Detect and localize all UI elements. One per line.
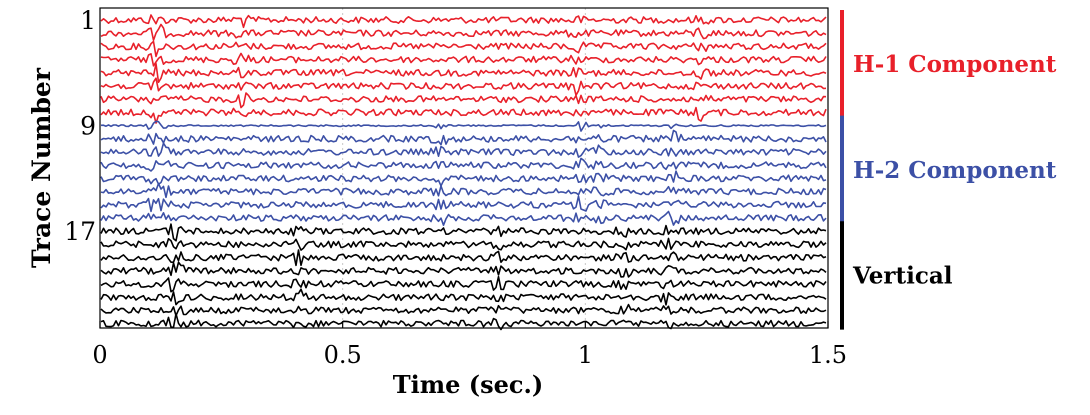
trace-line: [100, 129, 827, 146]
grid-lines: [342, 8, 586, 328]
x-axis-label: Time (sec.): [393, 370, 543, 399]
component-label: H-2 Component: [853, 157, 1057, 184]
trace-line: [100, 157, 827, 172]
trace-line: [100, 237, 827, 251]
y-tick-label: 1: [80, 6, 96, 35]
trace-line: [100, 275, 827, 293]
trace-lines: [100, 14, 827, 331]
trace-line: [100, 106, 827, 124]
component-label: H-1 Component: [853, 51, 1057, 78]
trace-line: [100, 170, 827, 187]
trace-line: [100, 249, 827, 267]
y-axis-label: Trace Number: [27, 67, 56, 268]
trace-line: [100, 288, 827, 306]
plot-frame: [99, 7, 829, 329]
x-tick-label: 1.5: [809, 341, 847, 369]
x-tick-label: 0.5: [324, 341, 362, 369]
y-tick-label: 17: [64, 217, 96, 246]
x-tick-label: 1: [578, 341, 593, 369]
axes: [99, 7, 829, 329]
trace-line: [100, 14, 827, 29]
trace-line: [100, 303, 827, 317]
trace-line: [100, 223, 827, 242]
trace-line: [100, 195, 827, 213]
trace-line: [100, 261, 827, 278]
trace-line: [100, 23, 827, 42]
trace-line: [100, 120, 827, 132]
x-tick-label: 0: [92, 341, 107, 369]
trace-line: [100, 182, 827, 199]
trace-line: [100, 40, 827, 58]
trace-line: [100, 142, 827, 158]
trace-line: [100, 77, 827, 96]
trace-line: [100, 62, 827, 84]
trace-line: [100, 312, 827, 331]
component-labels: H-1 Component H-2 Component Vertical: [840, 10, 1057, 330]
trace-line: [100, 210, 827, 226]
y-tick-label: 9: [80, 112, 96, 141]
trace-line: [100, 52, 827, 67]
trace-line: [100, 92, 827, 109]
x-tick-labels: 0 0.5 1 1.5: [92, 321, 847, 369]
component-label: Vertical: [852, 262, 953, 289]
